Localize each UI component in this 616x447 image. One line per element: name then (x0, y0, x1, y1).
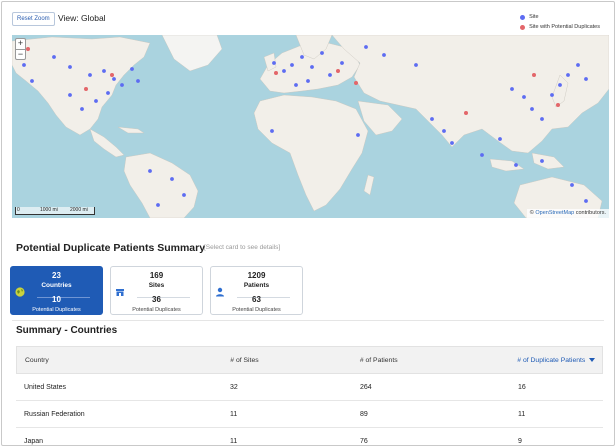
cell-sites: 32 (230, 383, 238, 391)
column-header-label: # of Duplicate Patients (517, 356, 586, 364)
cell-patients: 76 (360, 437, 368, 445)
summary-title: Potential Duplicate Patients Summary (16, 242, 206, 254)
globe-icon (15, 287, 25, 297)
card-divider (37, 297, 90, 298)
countries-dup-label: Potential Duplicates (32, 307, 81, 313)
sites-card[interactable]: 169 Sites 36 Potential Duplicates (110, 266, 203, 315)
view-label: View: Global (58, 13, 106, 23)
cell-sites: 11 (230, 410, 238, 418)
scale-label: 2000 mi (70, 207, 88, 213)
countries-summary-title: Summary - Countries (16, 325, 118, 336)
map-attribution: © OpenStreetMap contributors. (526, 209, 609, 218)
countries-dup-count: 10 (52, 295, 61, 304)
cell-country: United States (24, 383, 67, 391)
column-header-sites[interactable]: # of Sites (230, 356, 259, 364)
sites-dup-label: Potential Duplicates (132, 307, 181, 313)
duplicate-dot-icon (520, 24, 526, 30)
table-header: Country # of Sites # of Patients # of Du… (16, 346, 603, 374)
zoom-out-button[interactable]: − (15, 49, 26, 60)
store-icon (116, 289, 124, 296)
site-dot-icon (520, 14, 526, 20)
attribution-suffix: contributors. (575, 210, 606, 216)
countries-label: Countries (41, 282, 72, 289)
card-divider (137, 297, 190, 298)
card-divider (237, 297, 290, 298)
zoom-in-button[interactable]: + (15, 38, 26, 49)
legend-label: Site with Potential Duplicates (529, 24, 600, 30)
table-row[interactable]: United States 32 264 16 (16, 374, 603, 401)
sites-dup-count: 36 (152, 295, 161, 304)
cell-duplicates: 16 (518, 383, 526, 391)
openstreetmap-link[interactable]: OpenStreetMap (535, 210, 575, 216)
sites-label: Sites (148, 282, 165, 289)
cell-sites: 11 (230, 437, 238, 445)
reset-zoom-button[interactable]: Reset Zoom (12, 12, 55, 26)
map-tiles (12, 35, 609, 218)
world-map[interactable]: + − 0 1000 mi 2000 mi © OpenStreetMap co… (12, 35, 609, 218)
scale-label: 1000 mi (40, 207, 58, 213)
legend-item-duplicate: Site with Potential Duplicates (520, 22, 600, 32)
summary-hint: [Select card to see details] (204, 244, 281, 251)
cell-duplicates: 9 (518, 437, 522, 445)
duplicate-markers (26, 47, 560, 115)
patients-count: 1209 (247, 271, 266, 280)
column-header-country[interactable]: Country (25, 356, 49, 364)
site-markers (22, 45, 588, 207)
legend-label: Site (529, 14, 539, 20)
column-header-patients[interactable]: # of Patients (359, 356, 398, 364)
patients-label: Patients (243, 282, 270, 289)
sites-count: 169 (149, 271, 164, 280)
person-icon (216, 287, 224, 297)
cell-patients: 89 (360, 410, 368, 418)
map-legend: Site Site with Potential Duplicates (520, 12, 600, 32)
patients-card[interactable]: 1209 Patients 63 Potential Duplicates (210, 266, 303, 315)
countries-card[interactable]: 23 Countries 10 Potential Duplicates (10, 266, 103, 315)
column-header-duplicates[interactable]: # of Duplicate Patients (517, 357, 602, 364)
cell-country: Japan (24, 437, 44, 445)
cell-duplicates: 11 (518, 410, 526, 418)
map-scale: 0 1000 mi 2000 mi (15, 207, 95, 215)
cell-patients: 264 (360, 383, 372, 391)
cell-country: Russian Federation (24, 410, 85, 418)
section-divider (12, 320, 604, 321)
table-row[interactable]: Russian Federation 11 89 11 (16, 401, 603, 428)
patients-dup-label: Potential Duplicates (232, 307, 281, 313)
countries-count: 23 (52, 271, 61, 280)
scale-label: 0 (17, 207, 20, 213)
patients-dup-count: 63 (252, 295, 261, 304)
attribution-symbol: © (529, 210, 534, 216)
countries-table: Country # of Sites # of Patients # of Du… (16, 346, 603, 445)
table-row[interactable]: Japan 11 76 9 (16, 428, 603, 445)
sort-desc-icon (589, 357, 596, 362)
legend-item-site: Site (520, 12, 600, 22)
